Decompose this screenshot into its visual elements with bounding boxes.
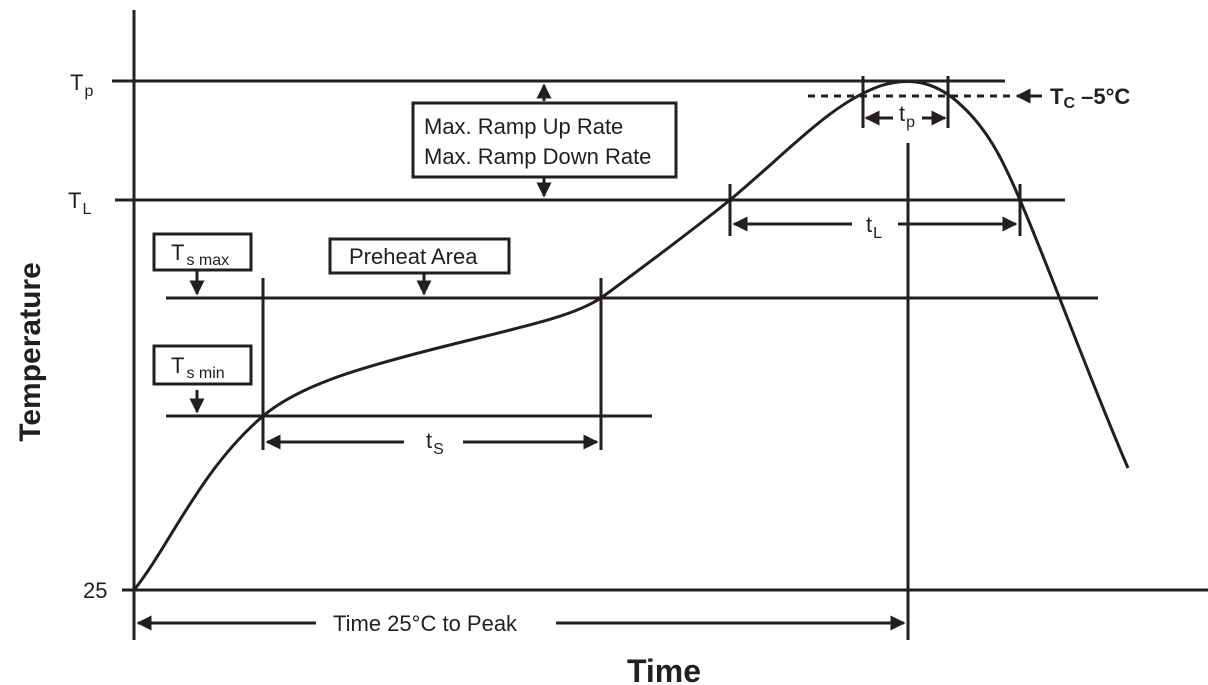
- y-tick-tp: Tp: [70, 70, 93, 100]
- ramp-down-label: Max. Ramp Down Rate: [424, 144, 651, 169]
- ramp-rate-box: [411, 101, 678, 179]
- tl-label: tL: [866, 212, 882, 242]
- y-tick-25: 25: [83, 578, 107, 603]
- tp-label: tp: [899, 101, 915, 131]
- x-axis-title: Time: [627, 653, 701, 685]
- preheat-box: [328, 237, 511, 275]
- ts-label: tS: [426, 428, 444, 458]
- y-tick-tl: TL: [68, 188, 91, 218]
- time-to-peak-label: Time 25°C to Peak: [333, 611, 518, 636]
- preheat-label: Preheat Area: [349, 244, 478, 269]
- ramp-up-label: Max. Ramp Up Rate: [424, 114, 623, 139]
- profile-curve: [132, 80, 1130, 591]
- y-axis-title: Temperature: [14, 262, 47, 442]
- tsmax-box: [152, 232, 253, 272]
- tc-label: TC –5°C: [1050, 84, 1130, 112]
- tsmin-box: [152, 344, 253, 386]
